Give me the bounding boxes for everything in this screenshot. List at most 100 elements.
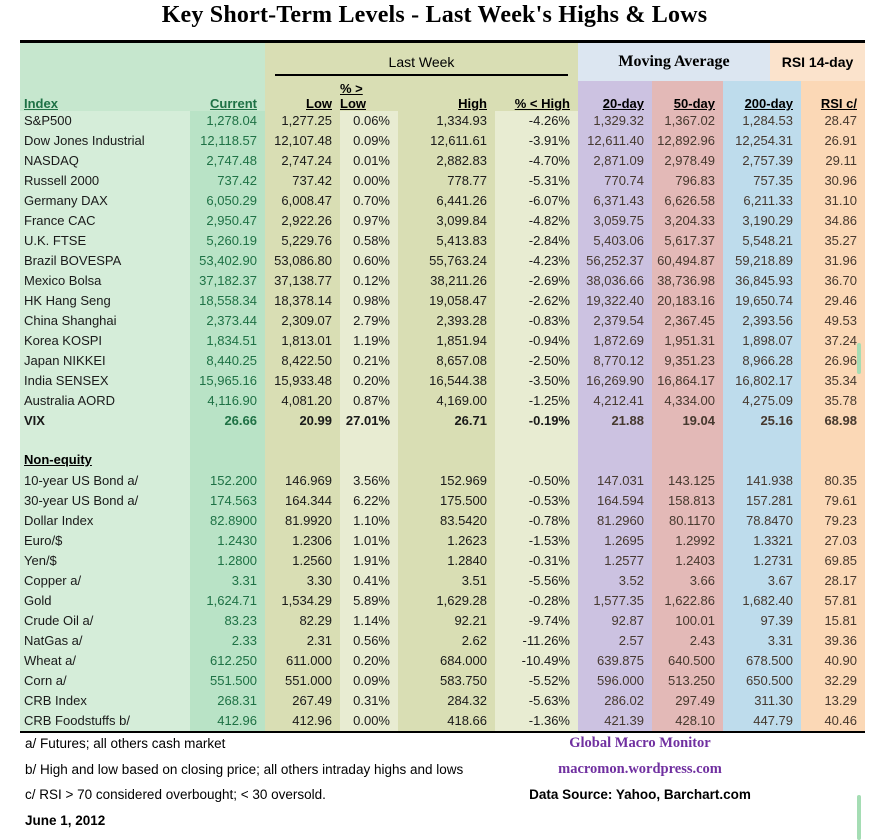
cell-high: 83.5420 — [398, 511, 495, 531]
cell-ma200: 2,393.56 — [723, 311, 801, 331]
column-header-8: 200-day — [723, 81, 801, 114]
cell-ma50: 6,626.58 — [652, 191, 723, 211]
table-row: Yen/$ 1.2800 1.2560 1.91% 1.2840 -0.31% 1.2577… — [20, 551, 865, 571]
cell-pct-below-high: -4.26% — [495, 111, 578, 131]
cell-ma20: 1,577.35 — [578, 591, 652, 611]
table-row: NatGas a/2.33 2.31 0.56% 2.62 -11.26% 2.57 2.4… — [20, 631, 865, 651]
cell-ma50: 80.1170 — [652, 511, 723, 531]
cell-pct-below-high: -4.70% — [495, 151, 578, 171]
cell-high: 16,544.38 — [398, 371, 495, 391]
cell-rsi: 79.23 — [801, 511, 865, 531]
cell-rsi: 80.35 — [801, 471, 865, 491]
cell-low: 611.000 — [265, 651, 340, 671]
column-header-3: % > Low — [340, 81, 398, 114]
cell-ma20: 421.39 — [578, 711, 652, 731]
table-row: VIX 26.66 20.99 27.01% 26.71 -0.19% 21.88 19.04… — [20, 411, 865, 431]
cell-current: 1,834.51 — [190, 331, 265, 351]
cell-current: 2,747.48 — [190, 151, 265, 171]
cell-rsi: 29.46 — [801, 291, 865, 311]
cell-index: Mexico Bolsa — [20, 271, 190, 291]
cell-high — [398, 431, 495, 449]
cell-ma50: 2.43 — [652, 631, 723, 651]
cell-ma50: 796.83 — [652, 171, 723, 191]
cell-pct-above-low — [340, 431, 398, 449]
cell-current: 2,373.44 — [190, 311, 265, 331]
cell-ma200: 97.39 — [723, 611, 801, 631]
table-row: HK Hang Seng 18,558.34 18,378.14 0.98% 19,05… — [20, 291, 865, 311]
cell-rsi: 39.36 — [801, 631, 865, 651]
table-row: Russell 2000 737.42 737.42 0.00% 778.77 -5.31… — [20, 171, 865, 191]
cell-ma50: 19.04 — [652, 411, 723, 431]
cell-pct-below-high: -5.63% — [495, 691, 578, 711]
cell-ma200: 36,845.93 — [723, 271, 801, 291]
table-row: Brazil BOVESPA 53,402.90 53,086.80 0.60% 55,… — [20, 251, 865, 271]
right-edge-artifact-bottom — [857, 795, 861, 840]
cell-ma50: 3,204.33 — [652, 211, 723, 231]
cell-ma200: 16,802.17 — [723, 371, 801, 391]
cell-ma50: 297.49 — [652, 691, 723, 711]
cell-index: Brazil BOVESPA — [20, 251, 190, 271]
cell-low: 1,813.01 — [265, 331, 340, 351]
footnote-b: b/ High and low based on closing price; … — [25, 761, 464, 777]
table-row: 10-year US Bond a/152.200 146.969 3.56% 152… — [20, 471, 865, 491]
group-rsi-label: RSI 14-day — [781, 54, 854, 70]
cell-pct-below-high: -4.82% — [495, 211, 578, 231]
cell-ma20: 1.2695 — [578, 531, 652, 551]
table-row: Australia AORD 4,116.90 4,081.20 0.87% 4,169… — [20, 391, 865, 411]
table-row: 30-year US Bond a/174.563 164.344 6.22% 175… — [20, 491, 865, 511]
cell-ma200: 1,284.53 — [723, 111, 801, 131]
cell-rsi — [801, 449, 865, 471]
cell-ma200: 1.2731 — [723, 551, 801, 571]
cell-ma20: 56,252.37 — [578, 251, 652, 271]
cell-pct-below-high: -5.31% — [495, 171, 578, 191]
cell-low: 37,138.77 — [265, 271, 340, 291]
report-date: June 1, 2012 — [25, 812, 106, 828]
cell-pct-above-low: 0.20% — [340, 651, 398, 671]
cell-low: 1,534.29 — [265, 591, 340, 611]
cell-ma50: 1.2992 — [652, 531, 723, 551]
cell-ma20 — [578, 449, 652, 471]
cell-ma50: 428.10 — [652, 711, 723, 731]
cell-index: Copper a/ — [20, 571, 190, 591]
cell-ma20: 38,036.66 — [578, 271, 652, 291]
cell-pct-below-high: -3.91% — [495, 131, 578, 151]
cell-index: 30-year US Bond a/ — [20, 491, 190, 511]
cell-ma200: 2,757.39 — [723, 151, 801, 171]
cell-low: 267.49 — [265, 691, 340, 711]
cell-current: 551.500 — [190, 671, 265, 691]
cell-ma200: 650.500 — [723, 671, 801, 691]
cell-low: 2.31 — [265, 631, 340, 651]
cell-current: 1.2430 — [190, 531, 265, 551]
cell-rsi: 79.61 — [801, 491, 865, 511]
cell-pct-above-low: 0.60% — [340, 251, 398, 271]
cell-low: 53,086.80 — [265, 251, 340, 271]
cell-ma20: 5,403.06 — [578, 231, 652, 251]
cell-ma50: 9,351.23 — [652, 351, 723, 371]
cell-ma20: 1,872.69 — [578, 331, 652, 351]
table-row: Wheat a/612.250 611.000 0.20% 684.000 -10.49… — [20, 651, 865, 671]
cell-index: Russell 2000 — [20, 171, 190, 191]
cell-low: 2,922.26 — [265, 211, 340, 231]
cell-ma200: 59,218.89 — [723, 251, 801, 271]
cell-pct-above-low: 3.56% — [340, 471, 398, 491]
cell-ma20: 3.52 — [578, 571, 652, 591]
cell-ma50 — [652, 431, 723, 449]
cell-ma200: 757.35 — [723, 171, 801, 191]
cell-ma50: 16,864.17 — [652, 371, 723, 391]
cell-pct-below-high: -0.94% — [495, 331, 578, 351]
cell-low: 3.30 — [265, 571, 340, 591]
cell-high: 26.71 — [398, 411, 495, 431]
column-header-5: % < High — [495, 81, 578, 114]
cell-pct-below-high: -2.62% — [495, 291, 578, 311]
cell-ma20: 2,871.09 — [578, 151, 652, 171]
column-header-2: Low — [265, 81, 340, 114]
column-header-0: Index — [20, 81, 190, 114]
cell-rsi: 15.81 — [801, 611, 865, 631]
cell-pct-above-low: 0.41% — [340, 571, 398, 591]
cell-ma50: 640.500 — [652, 651, 723, 671]
cell-current: 26.66 — [190, 411, 265, 431]
cell-pct-below-high: -1.36% — [495, 711, 578, 731]
cell-low: 8,422.50 — [265, 351, 340, 371]
brand-url[interactable]: macromon.wordpress.com — [558, 760, 722, 777]
table-row: Japan NIKKEI 8,440.25 8,422.50 0.21% 8,657.0… — [20, 351, 865, 371]
